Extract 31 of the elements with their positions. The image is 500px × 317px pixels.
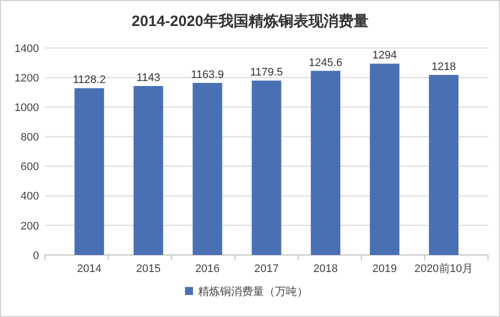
bar — [310, 70, 340, 255]
x-tick-label: 2017 — [254, 263, 279, 275]
x-tick-label: 2016 — [195, 263, 220, 275]
data-label: 1218 — [431, 60, 456, 73]
x-tick-label: 2020前10月 — [414, 263, 474, 275]
legend-label: 精炼铜消费量（万吨） — [198, 285, 308, 298]
y-tick-label: 1200 — [14, 72, 39, 84]
bar — [252, 80, 282, 255]
bar — [370, 64, 400, 255]
x-tick-label: 2015 — [136, 263, 161, 275]
data-label: 1245.6 — [308, 56, 342, 69]
y-tick-label: 0 — [32, 250, 39, 262]
bar — [74, 88, 104, 255]
data-label: 1163.9 — [191, 68, 224, 81]
bar — [134, 86, 164, 255]
y-tick-label: 800 — [20, 132, 39, 144]
y-tick-label: 200 — [20, 220, 39, 232]
chart-title: 2014-2020年我国精炼铜表现消费量 — [132, 13, 368, 30]
x-tick-label: 2019 — [372, 263, 397, 275]
bar — [192, 82, 222, 255]
data-label: 1143 — [136, 72, 160, 84]
data-label: 1128.2 — [72, 74, 106, 86]
x-tick-label: 2014 — [77, 263, 102, 275]
bar — [428, 74, 458, 255]
y-tick-label: 400 — [20, 190, 39, 203]
y-tick-label: 1400 — [14, 42, 39, 55]
y-tick-label: 1000 — [14, 102, 39, 114]
y-tick-label: 600 — [20, 161, 39, 174]
data-label: 1179.5 — [250, 66, 283, 79]
x-tick-label: 2018 — [313, 263, 338, 275]
data-label: 1294 — [372, 50, 397, 62]
